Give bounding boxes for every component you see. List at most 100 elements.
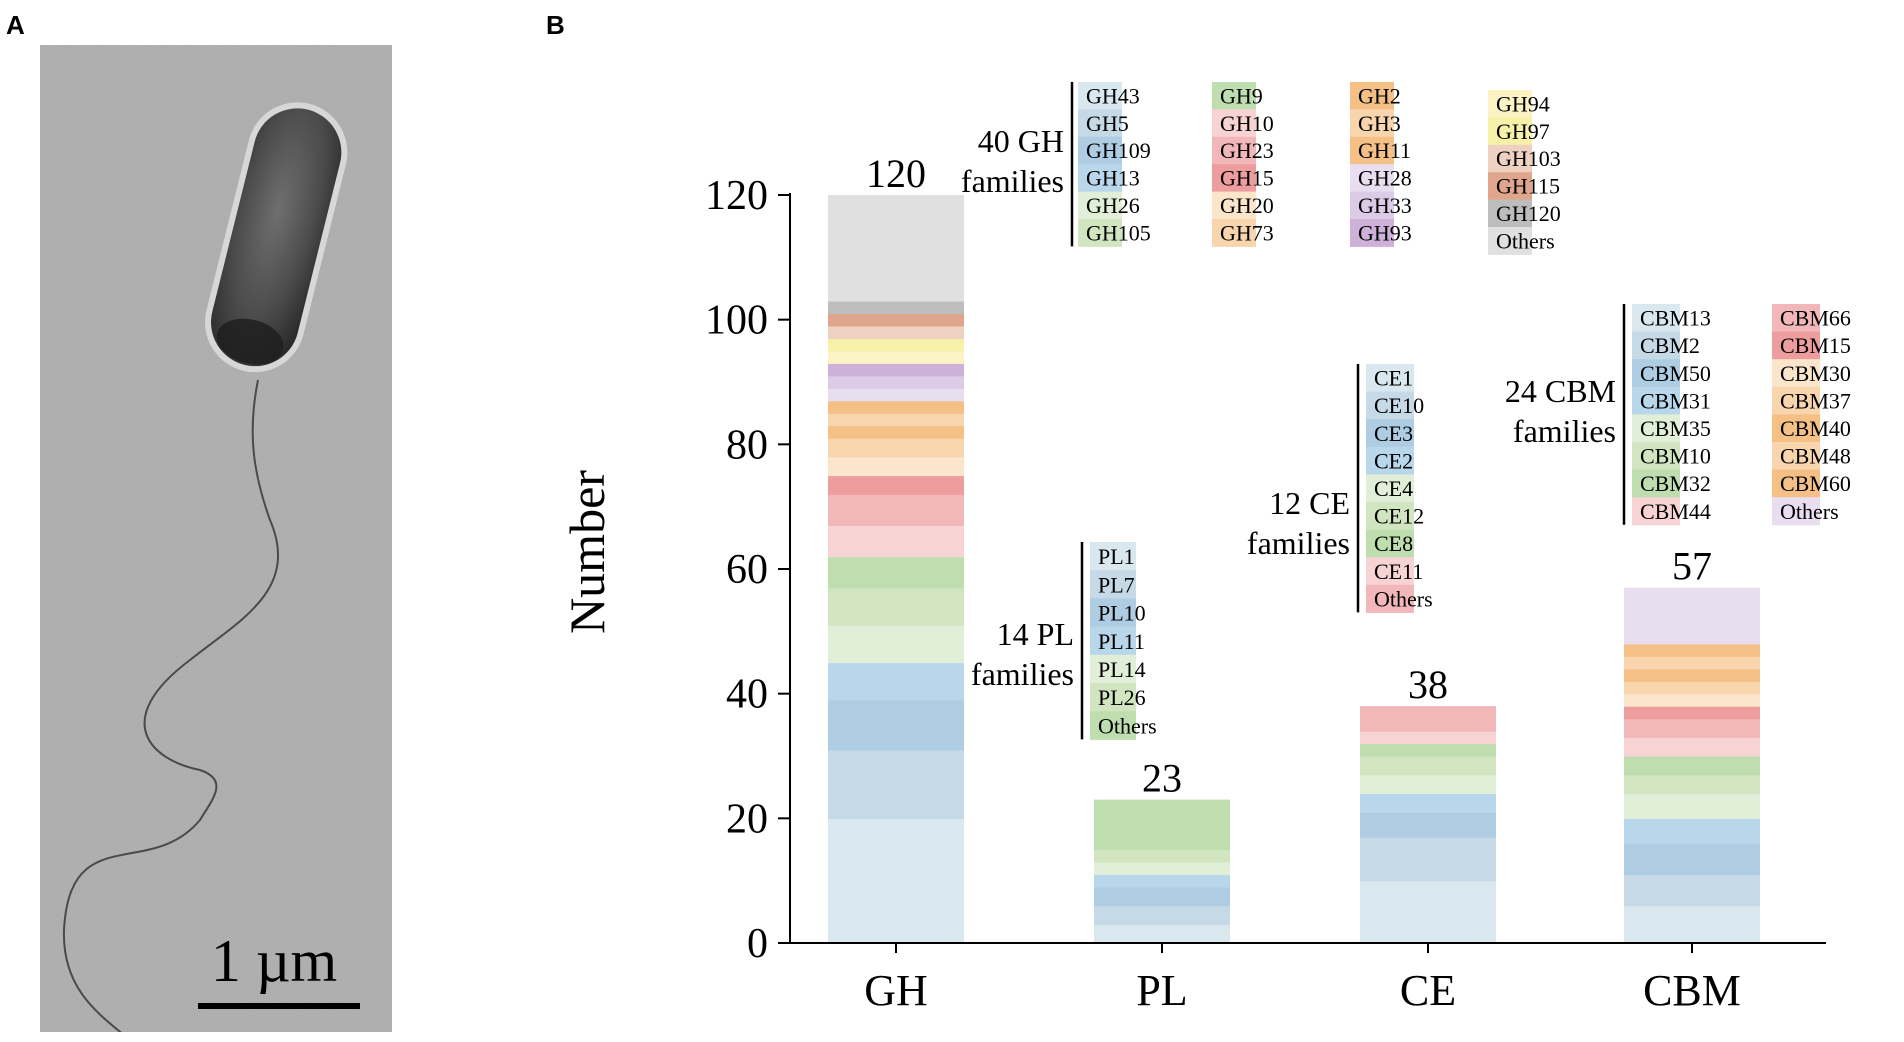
bar-segment-pl-pl11: [1094, 874, 1230, 888]
legend-swatch-ce-ce1: [1366, 364, 1414, 393]
bar-segment-pl-pl1: [1094, 924, 1230, 944]
bar-segment-gh-gh109: [828, 699, 964, 751]
bar-segment-ce-ce1: [1360, 880, 1496, 944]
legend-swatch-cbm-cbm30: [1772, 359, 1820, 388]
legend-label-cbm-cbm50: CBM50: [1640, 361, 1711, 386]
legend-swatch-cbm-cbm2: [1632, 331, 1680, 360]
bar-segment-gh-gh103: [828, 325, 964, 339]
legend-title-ce-line-2: families: [1247, 525, 1350, 561]
bar-segment-gh-gh43: [828, 818, 964, 944]
legend-swatch-gh-gh109: [1078, 136, 1122, 165]
y-tick-label-60: 60: [726, 547, 768, 593]
legend-swatch-cbm-cbm48: [1772, 442, 1820, 471]
legend-swatch-cbm-cbm31: [1632, 386, 1680, 415]
bar-segment-gh-gh93: [828, 363, 964, 377]
bar-segment-cbm-others: [1624, 587, 1760, 645]
legend-swatch-gh-gh103: [1488, 144, 1532, 173]
legend-label-gh-gh120: GH120: [1496, 201, 1561, 226]
legend-title-pl-line-1: 14 PL: [997, 616, 1074, 652]
legend-title-ce-line-1: 12 CE: [1269, 485, 1350, 521]
legend-swatch-pl-pl11: [1090, 626, 1136, 656]
bar-segment-gh-gh28: [828, 388, 964, 402]
bar-segment-cbm-cbm32: [1624, 756, 1760, 776]
legend-label-pl-others: Others: [1098, 713, 1157, 738]
legend-swatch-gh-gh105: [1078, 219, 1122, 247]
bar-segment-gh-gh105: [828, 587, 964, 626]
legend-label-cbm-cbm30: CBM30: [1780, 361, 1851, 386]
legend-swatch-gh-gh5: [1078, 109, 1122, 138]
legend-swatch-pl-pl26: [1090, 683, 1136, 712]
legend-swatch-ce-ce8: [1366, 529, 1414, 558]
legend-swatch-gh-gh20: [1212, 191, 1256, 220]
legend-swatch-gh-gh11: [1350, 136, 1394, 165]
bar-segment-cbm-cbm10: [1624, 774, 1760, 794]
legend-label-gh-gh105: GH105: [1086, 220, 1151, 245]
scale-bar-label: 1 µm: [211, 928, 337, 994]
legend-label-gh-gh11: GH11: [1358, 138, 1411, 163]
legend-label-ce-ce11: CE11: [1374, 559, 1423, 584]
legend-swatch-gh-gh115: [1488, 172, 1532, 201]
bar-segment-gh-gh73: [828, 438, 964, 458]
legend-label-ce-ce8: CE8: [1374, 531, 1413, 556]
legend-label-gh-gh10: GH10: [1220, 111, 1274, 136]
legend-label-pl-pl14: PL14: [1098, 657, 1146, 682]
legend-label-gh-gh15: GH15: [1220, 166, 1274, 191]
legend-swatch-gh-gh73: [1212, 219, 1256, 247]
legend-swatch-ce-ce10: [1366, 391, 1414, 420]
stacked-bar-chart: 120 23 38 57 0 20 40 60 80 100 120 GH PL CE CBM Number G…: [559, 82, 1851, 1015]
bar-segment-gh-gh120: [828, 300, 964, 315]
legend-label-cbm-cbm35: CBM35: [1640, 416, 1711, 441]
bar-segment-gh-gh13: [828, 662, 964, 701]
bar-segment-ce-ce8: [1360, 743, 1496, 757]
legend-label-pl-pl1: PL1: [1098, 544, 1135, 569]
micrograph-noise: [40, 45, 392, 1032]
legend-swatch-cbm-cbm15: [1772, 331, 1820, 360]
bar-segment-gh-gh26: [828, 625, 964, 664]
bar-segment-cbm-cbm35: [1624, 793, 1760, 819]
flagellum: [62, 379, 279, 1032]
y-axis-label: Number: [559, 470, 615, 634]
legend-label-gh-gh20: GH20: [1220, 193, 1274, 218]
legend-label-gh-gh13: GH13: [1086, 166, 1140, 191]
bar-segment-cbm-cbm2: [1624, 874, 1760, 907]
bar-segment-pl-others: [1094, 799, 1230, 851]
legend-swatch-gh-gh10: [1212, 109, 1256, 138]
panel-a-letter: A: [6, 10, 25, 40]
bar-segment-cbm-cbm30: [1624, 693, 1760, 707]
bar-total-label-ce: 38: [1408, 662, 1448, 707]
legend-label-cbm-cbm15: CBM15: [1780, 333, 1851, 358]
legend-label-gh-gh23: GH23: [1220, 138, 1274, 163]
legend-title-pl-line-2: families: [971, 656, 1074, 692]
legend-label-cbm-cbm40: CBM40: [1780, 416, 1851, 441]
legend-swatch-cbm-others: [1772, 497, 1820, 526]
legend-title-cbm-line-2: families: [1513, 413, 1616, 449]
legend-swatch-cbm-cbm35: [1632, 414, 1680, 443]
legend-swatch-ce-ce12: [1366, 502, 1414, 531]
bar-segment-gh-gh33: [828, 375, 964, 389]
bar-segment-gh-gh115: [828, 313, 964, 327]
legend-swatch-gh-gh120: [1488, 199, 1532, 228]
legend-label-cbm-cbm13: CBM13: [1640, 306, 1711, 331]
legend-label-gh-gh5: GH5: [1086, 111, 1129, 136]
micrograph: [40, 45, 392, 1032]
legend-label-ce-ce10: CE10: [1374, 393, 1424, 418]
legend-label-gh-gh93: GH93: [1358, 220, 1412, 245]
legend-swatch-gh-gh43: [1078, 82, 1122, 110]
legend-swatch-gh-gh97: [1488, 117, 1532, 146]
legend-swatch-cbm-cbm50: [1632, 359, 1680, 388]
bar-segment-ce-ce10: [1360, 837, 1496, 882]
y-tick-label-40: 40: [726, 672, 768, 718]
legend-swatch-pl-others: [1090, 711, 1136, 740]
legend-label-gh-others: Others: [1496, 228, 1555, 253]
legend-title-cbm-line-1: 24 CBM: [1505, 373, 1616, 409]
legend-swatch-cbm-cbm44: [1632, 497, 1680, 526]
legend-swatch-gh-gh26: [1078, 191, 1122, 220]
legend-swatch-pl-pl14: [1090, 654, 1136, 684]
bar-segment-cbm-cbm40: [1624, 668, 1760, 682]
scale-bar: [198, 1003, 360, 1009]
legend-label-cbm-cbm37: CBM37: [1780, 388, 1851, 413]
legend-swatch-cbm-cbm32: [1632, 469, 1680, 498]
bar-segment-gh-gh2: [828, 425, 964, 439]
legend-label-ce-ce4: CE4: [1374, 476, 1413, 501]
legend-label-cbm-cbm10: CBM10: [1640, 444, 1711, 469]
